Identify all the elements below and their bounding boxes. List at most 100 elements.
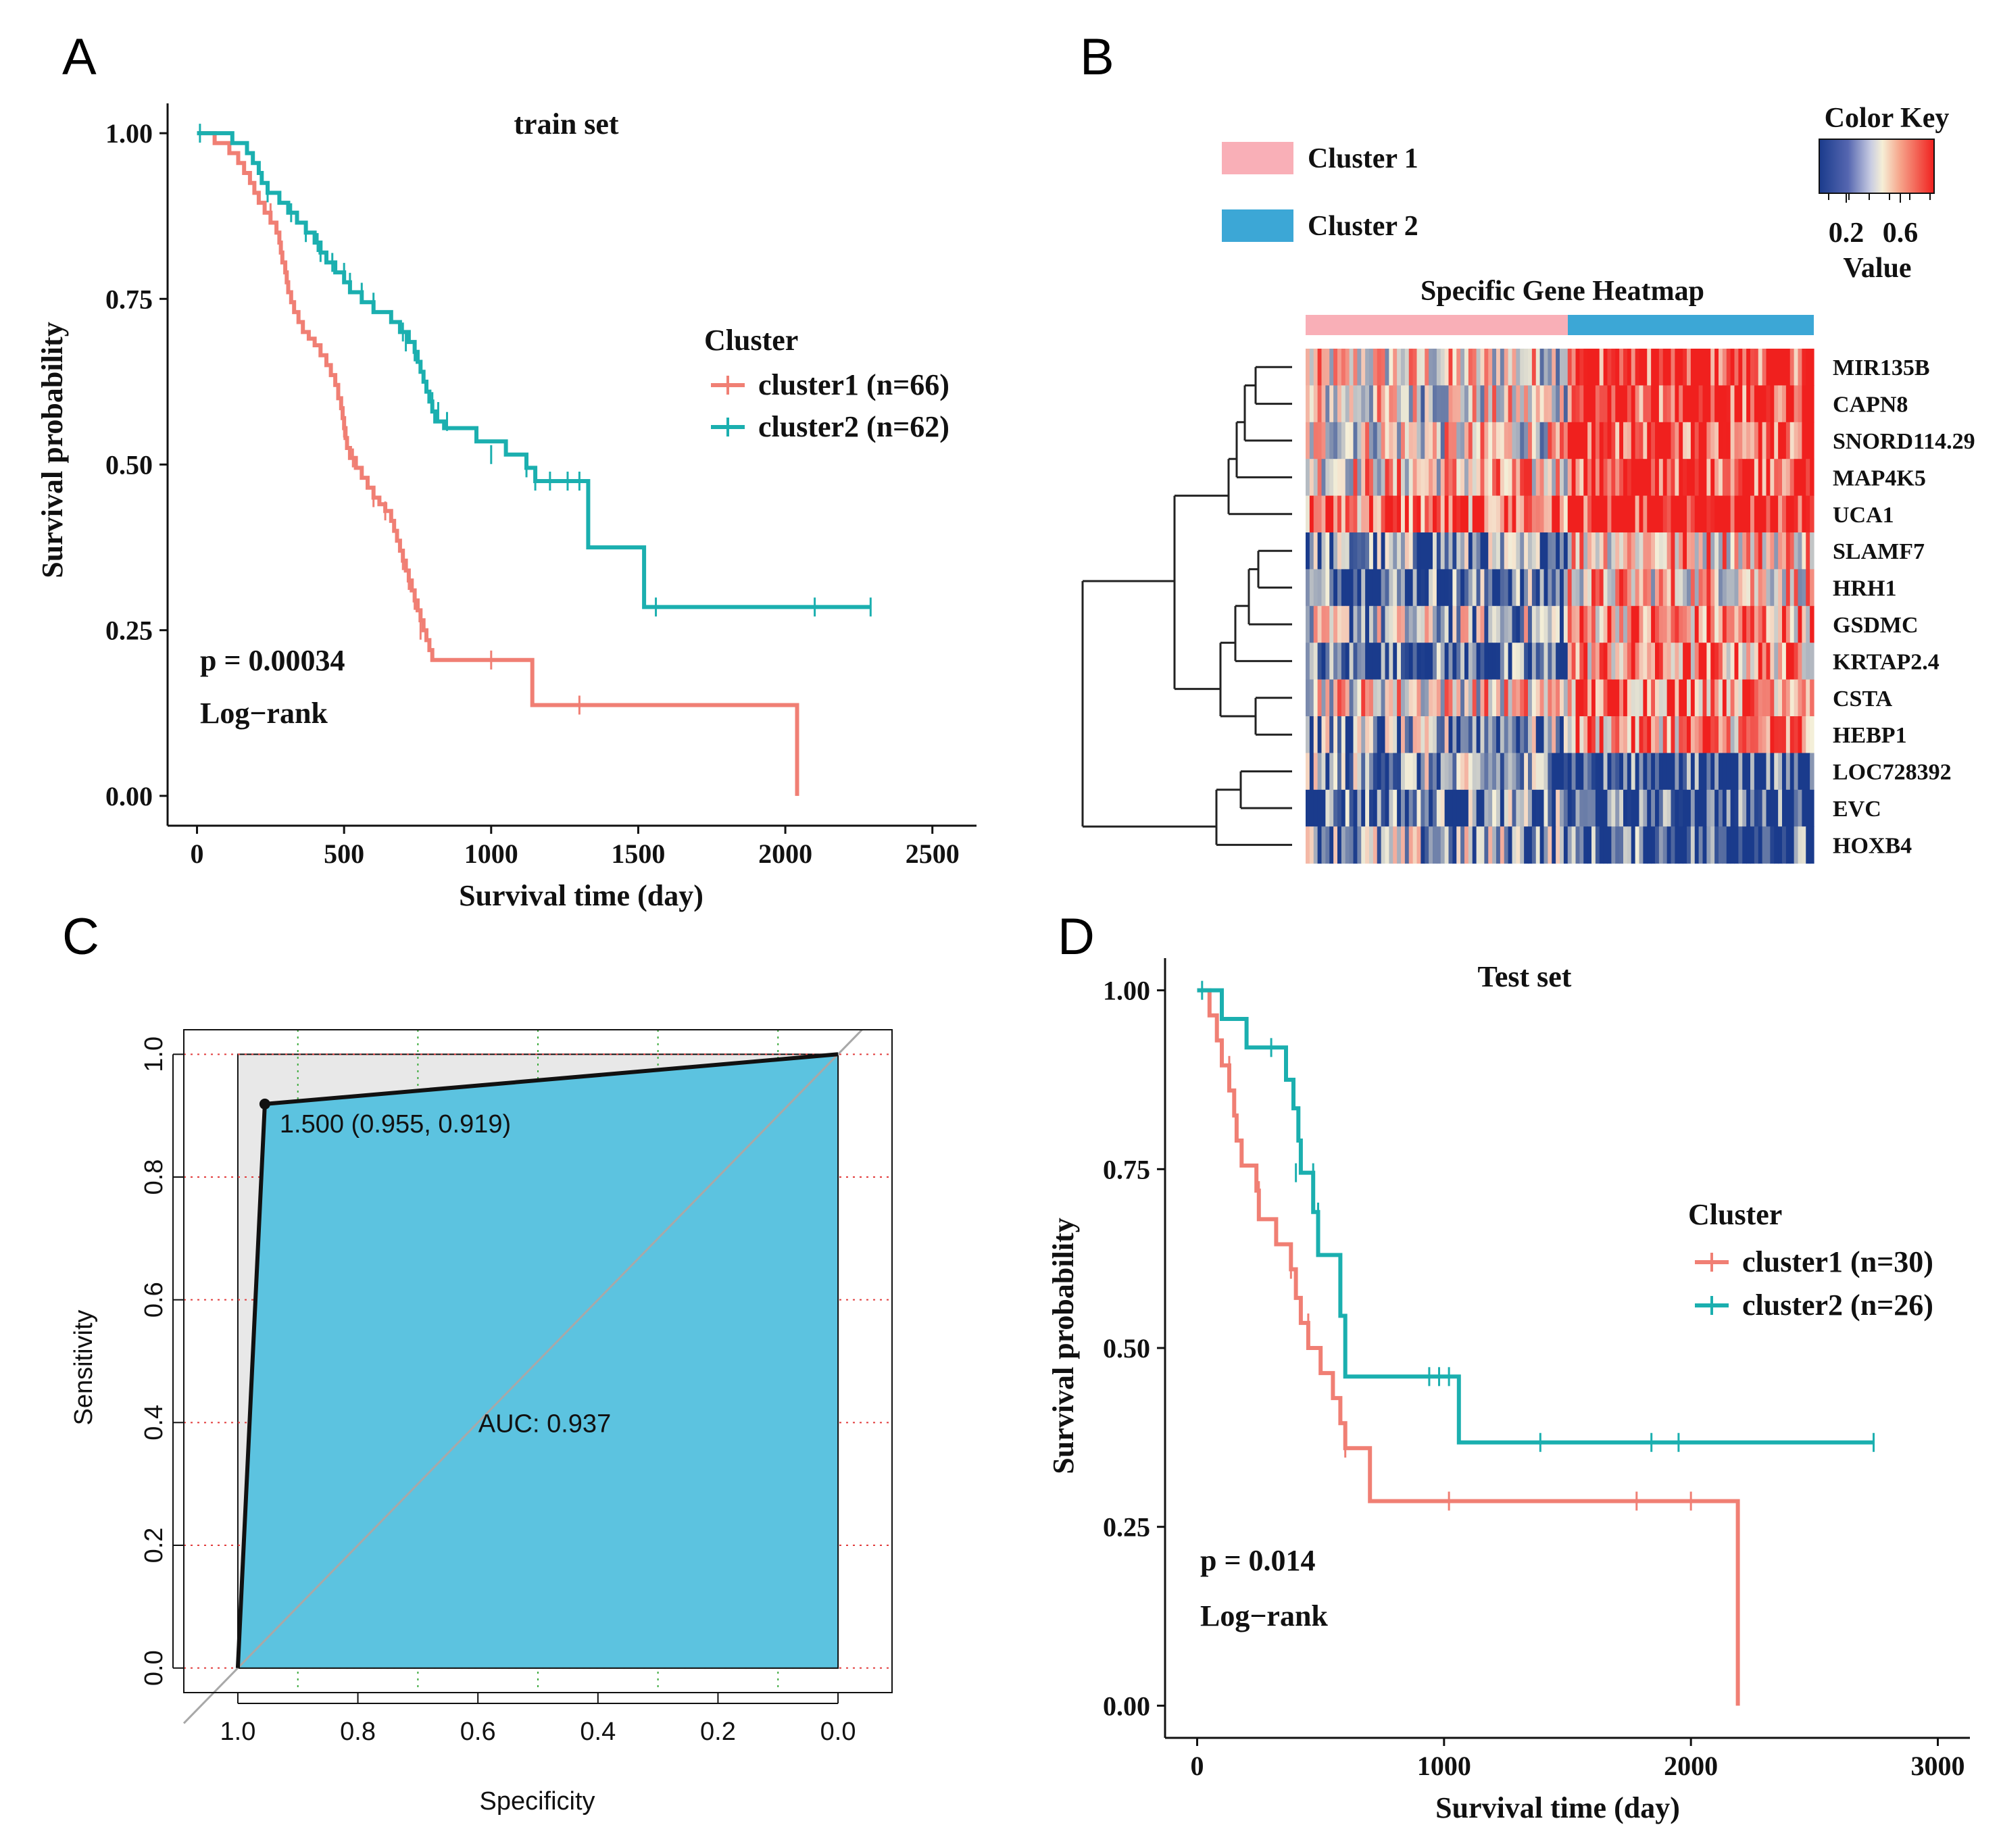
heatmap-cell	[1666, 459, 1672, 497]
heatmap-cell	[1643, 495, 1648, 533]
heatmap-cell	[1401, 716, 1406, 753]
heatmap-cell	[1607, 679, 1612, 717]
heatmap-cell	[1810, 753, 1814, 791]
heatmap-cell	[1774, 679, 1779, 717]
heatmap-cell	[1631, 349, 1636, 386]
heatmap-cell	[1599, 495, 1604, 533]
heatmap-cell	[1448, 789, 1453, 827]
heatmap-cell	[1666, 569, 1672, 607]
heatmap-cell	[1726, 716, 1731, 753]
heatmap-cell	[1456, 385, 1461, 423]
heatmap-cell	[1730, 789, 1735, 827]
heatmap-cell	[1325, 826, 1330, 864]
diagonal-line	[182, 1028, 863, 1724]
heatmap-cell	[1408, 459, 1414, 497]
heatmap-cell	[1635, 495, 1640, 533]
heatmap-cell	[1472, 716, 1477, 753]
heatmap-cell	[1726, 789, 1731, 827]
heatmap-cell	[1690, 422, 1696, 459]
heatmap-cell	[1524, 532, 1529, 570]
heatmap-cell	[1468, 605, 1473, 643]
heatmap-cell	[1615, 679, 1620, 717]
heatmap-cell	[1341, 826, 1346, 864]
heatmap-cell	[1556, 605, 1560, 643]
heatmap-cell	[1488, 532, 1493, 570]
heatmap-cell	[1563, 569, 1568, 607]
heatmap-cell	[1587, 789, 1592, 827]
heatmap-cell	[1794, 826, 1799, 864]
heatmap-cell	[1412, 349, 1418, 386]
heatmap-cell	[1504, 826, 1509, 864]
heatmap-cell	[1317, 716, 1323, 753]
heatmap-cell	[1706, 605, 1711, 643]
heatmap-cell	[1810, 789, 1814, 827]
heatmap-cell	[1476, 532, 1481, 570]
heatmap-cell	[1785, 826, 1791, 864]
heatmap-cell	[1694, 349, 1700, 386]
x-tick-label: 1000	[464, 839, 518, 869]
heatmap-cell	[1631, 459, 1636, 497]
heatmap-cell	[1627, 605, 1632, 643]
heatmap-cell	[1539, 459, 1545, 497]
heatmap-cell	[1504, 532, 1509, 570]
color-key-ticks: 0.2 0.6	[1828, 193, 1931, 249]
heatmap-cell	[1404, 716, 1410, 753]
y-tick-label: 0.00	[1103, 1691, 1150, 1721]
heatmap-cell	[1710, 349, 1715, 386]
heatmap-cell	[1734, 753, 1739, 791]
heatmap-cell	[1591, 605, 1596, 643]
heatmap-cell	[1742, 643, 1747, 680]
heatmap-cell	[1587, 569, 1592, 607]
heatmap-cell	[1789, 385, 1795, 423]
heatmap-cell	[1488, 643, 1493, 680]
heatmap-cell	[1587, 679, 1592, 717]
heatmap-cell	[1770, 643, 1775, 680]
row-label: SLAMF7	[1833, 539, 1925, 564]
heatmap-cell	[1714, 532, 1719, 570]
heatmap-cell	[1719, 422, 1723, 459]
heatmap-cell	[1560, 532, 1564, 570]
heatmap-cell	[1603, 716, 1608, 753]
heatmap-cell	[1810, 385, 1814, 423]
heatmap-cell	[1591, 569, 1596, 607]
heatmap-cell	[1754, 826, 1759, 864]
heatmap-cell	[1738, 716, 1743, 753]
heatmap-cell	[1440, 349, 1446, 386]
heatmap-cell	[1734, 569, 1739, 607]
heatmap-cell	[1722, 753, 1727, 791]
heatmap-cell	[1627, 826, 1632, 864]
heatmap-cell	[1679, 385, 1683, 423]
heatmap-cell	[1306, 349, 1310, 386]
x-tick-label: 3000	[1911, 1751, 1965, 1781]
heatmap-cell	[1615, 385, 1620, 423]
heatmap-cell	[1794, 349, 1799, 386]
heatmap-cell	[1750, 385, 1755, 423]
heatmap-cell	[1456, 753, 1461, 791]
heatmap-cell	[1464, 569, 1469, 607]
heatmap-cell	[1687, 349, 1691, 386]
heatmap-cell	[1655, 826, 1660, 864]
heatmap-cell	[1587, 716, 1592, 753]
heatmap-cell	[1698, 459, 1704, 497]
heatmap-cell	[1651, 422, 1656, 459]
heatmap-cell	[1738, 349, 1743, 386]
heatmap-cell	[1655, 532, 1660, 570]
legend-label: cluster2 (n=62)	[758, 410, 949, 443]
heatmap-cell	[1579, 753, 1584, 791]
heatmap-cell	[1408, 753, 1414, 791]
heatmap-cell	[1552, 716, 1556, 753]
heatmap-cell	[1785, 495, 1791, 533]
heatmap-cell	[1719, 679, 1723, 717]
heatmap-cell	[1373, 422, 1378, 459]
heatmap-cell	[1504, 495, 1509, 533]
heatmap-cell	[1730, 349, 1735, 386]
heatmap-cell	[1635, 679, 1640, 717]
heatmap-cell	[1552, 459, 1556, 497]
heatmap-cell	[1658, 459, 1664, 497]
heatmap-cell	[1492, 422, 1497, 459]
heatmap-cell	[1635, 532, 1640, 570]
heatmap-cell	[1353, 459, 1358, 497]
heatmap-cell	[1714, 349, 1719, 386]
heatmap-cell	[1615, 789, 1620, 827]
heatmap-cell	[1548, 422, 1552, 459]
